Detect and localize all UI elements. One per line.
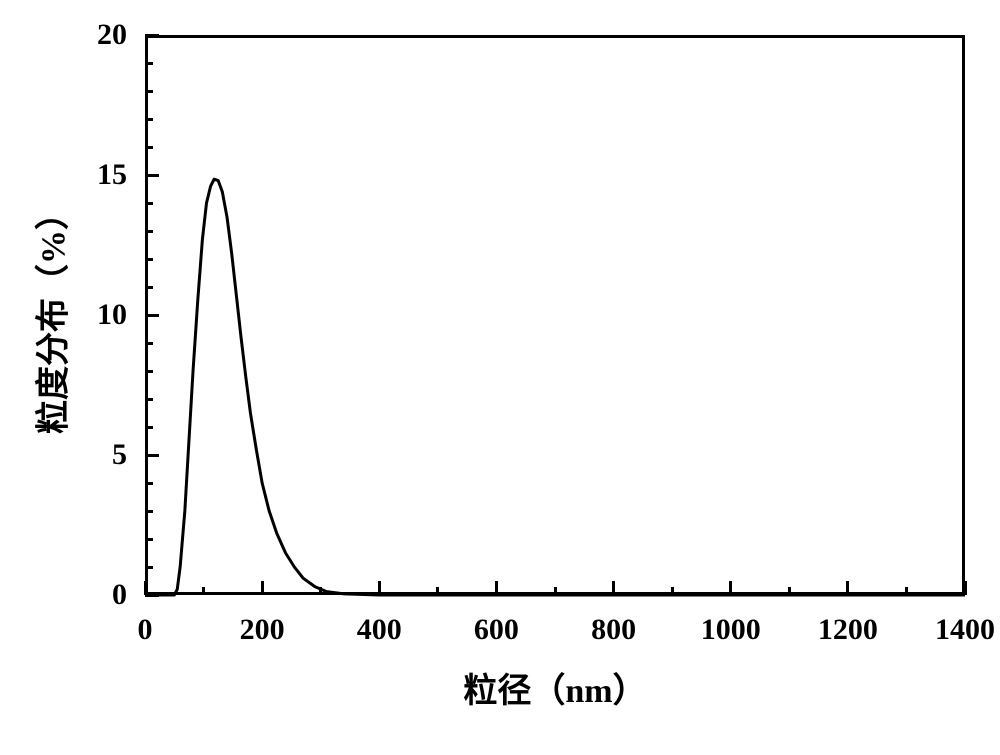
y-minor-tick	[145, 230, 153, 233]
y-minor-tick	[145, 566, 153, 569]
y-minor-tick	[145, 286, 153, 289]
y-minor-tick	[145, 398, 153, 401]
x-minor-tick	[436, 587, 439, 595]
y-minor-tick	[145, 202, 153, 205]
x-major-tick	[964, 581, 967, 595]
particle-size-chart: 粒径（nm） 粒度分布（%） 0200400600800100012001400…	[0, 0, 1000, 755]
y-tick-label: 20	[97, 18, 127, 52]
y-minor-tick	[145, 538, 153, 541]
x-major-tick	[846, 581, 849, 595]
x-tick-label: 600	[474, 613, 519, 647]
y-major-tick	[145, 314, 159, 317]
x-major-tick	[612, 581, 615, 595]
x-tick-label: 400	[357, 613, 402, 647]
y-minor-tick	[145, 370, 153, 373]
x-major-tick	[729, 581, 732, 595]
x-minor-tick	[202, 587, 205, 595]
x-major-tick	[495, 581, 498, 595]
y-major-tick	[145, 594, 159, 597]
y-major-tick	[145, 454, 159, 457]
y-minor-tick	[145, 90, 153, 93]
x-major-tick	[261, 581, 264, 595]
y-major-tick	[145, 174, 159, 177]
x-tick-label: 200	[240, 613, 285, 647]
y-minor-tick	[145, 62, 153, 65]
series-distribution	[145, 179, 965, 595]
x-minor-tick	[671, 587, 674, 595]
y-minor-tick	[145, 426, 153, 429]
y-tick-label: 15	[97, 158, 127, 192]
y-minor-tick	[145, 118, 153, 121]
y-tick-label: 0	[112, 578, 127, 612]
x-minor-tick	[554, 587, 557, 595]
y-minor-tick	[145, 146, 153, 149]
y-minor-tick	[145, 482, 153, 485]
x-minor-tick	[905, 587, 908, 595]
y-minor-tick	[145, 510, 153, 513]
y-minor-tick	[145, 258, 153, 261]
x-tick-label: 1400	[935, 613, 995, 647]
x-axis-title: 粒径（nm）	[463, 663, 646, 712]
x-minor-tick	[319, 587, 322, 595]
x-major-tick	[378, 581, 381, 595]
x-tick-label: 800	[591, 613, 636, 647]
x-minor-tick	[788, 587, 791, 595]
y-major-tick	[145, 34, 159, 37]
x-tick-label: 1200	[818, 613, 878, 647]
x-tick-label: 1000	[701, 613, 761, 647]
x-tick-label: 0	[138, 613, 153, 647]
y-axis-title: 粒度分布（%）	[26, 196, 75, 434]
y-tick-label: 5	[112, 438, 127, 472]
y-tick-label: 10	[97, 298, 127, 332]
y-minor-tick	[145, 342, 153, 345]
